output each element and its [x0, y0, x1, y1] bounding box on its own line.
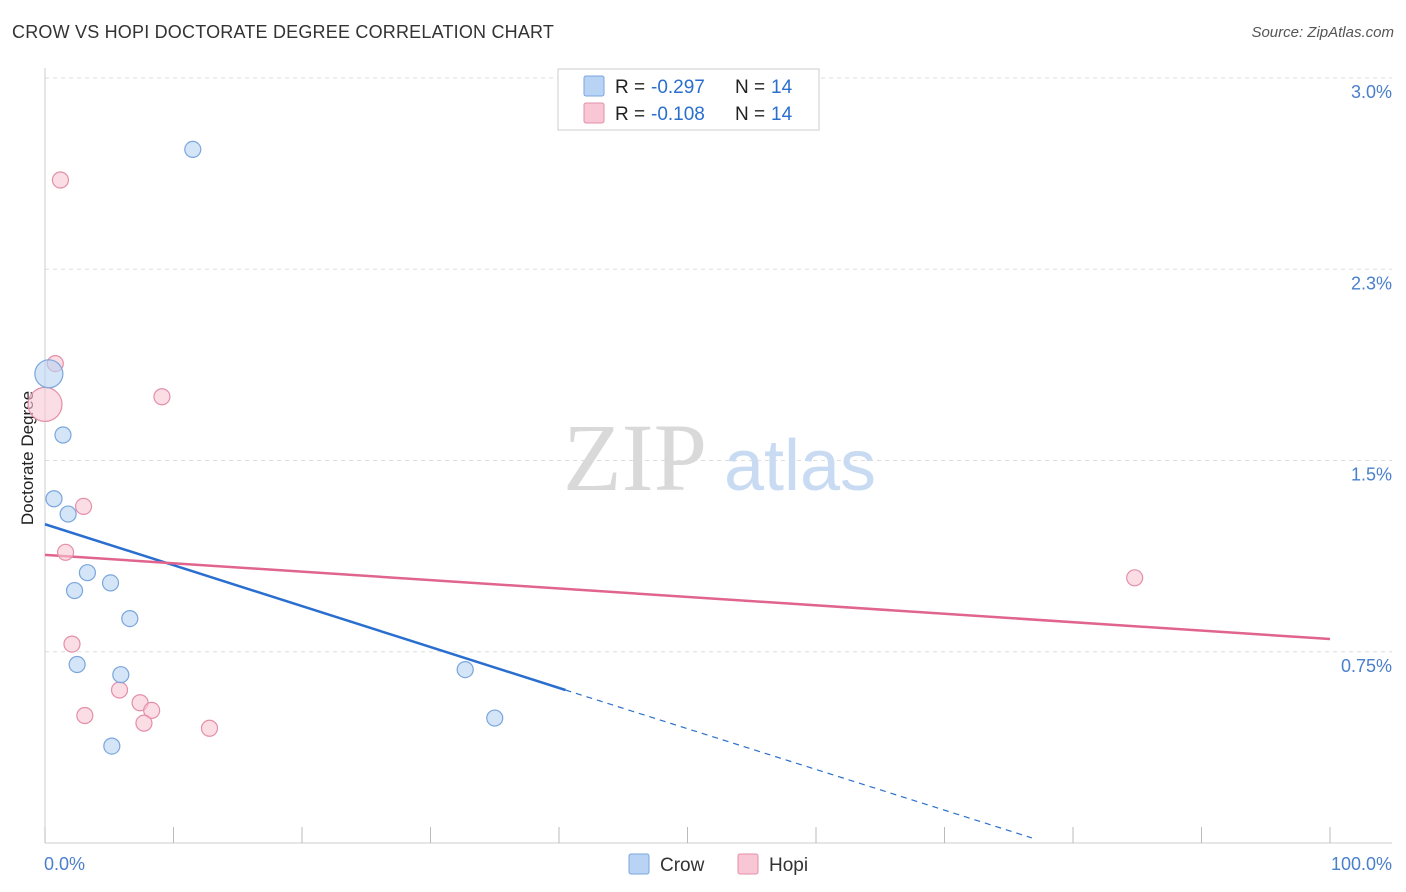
trend-line-crow [44, 523, 566, 692]
data-point-crow [103, 737, 121, 755]
axes [44, 68, 1392, 844]
data-point-hopi [56, 543, 75, 561]
data-point-crow [78, 564, 97, 582]
data-point-hopi [110, 681, 129, 699]
bottom-legend-swatch-crow [628, 853, 650, 875]
source-label: Source: ZipAtlas.com [1251, 24, 1394, 41]
x-tick-label-min: 0.0% [44, 854, 85, 874]
data-point-crow [54, 426, 72, 444]
legend-n-value-hopi: 14 [771, 104, 793, 125]
bottom-legend: Crow Hopi [628, 853, 808, 876]
data-point-crow [68, 655, 86, 674]
bottom-legend-label-hopi: Hopi [769, 855, 808, 876]
data-point-crow [101, 574, 120, 592]
data-point-hopi [74, 497, 93, 515]
data-point-hopi [153, 388, 171, 406]
data-point-crow [65, 581, 84, 600]
legend-n-label-hopi: N = [735, 104, 765, 125]
legend-r-value-crow: -0.297 [651, 77, 705, 98]
data-point-hopi [51, 171, 70, 189]
data-point-crow [121, 609, 139, 628]
y-tick-label: 0.75% [1341, 656, 1392, 676]
legend-swatch-crow [583, 75, 605, 97]
tick-labels: 0.75% 1.5% 2.3% 3.0% 0.0% 100.0% [44, 82, 1392, 874]
grid-lines [45, 77, 1392, 653]
legend-r-value-hopi: -0.108 [651, 104, 705, 125]
data-point-hopi [143, 701, 161, 720]
legend: R = -0.297 N = 14 R = -0.108 N = 14 [557, 68, 820, 131]
y-tick-label: 1.5% [1351, 465, 1392, 485]
legend-n-value-crow: 14 [771, 77, 793, 98]
y-tick-label: 3.0% [1351, 82, 1392, 102]
data-point-crow [112, 666, 130, 684]
watermark-atlas: atlas [724, 426, 876, 506]
trend-line-crow-extension [565, 689, 1033, 839]
bottom-legend-label-crow: Crow [660, 855, 705, 876]
data-point-hopi [200, 719, 219, 737]
data-point-crow [45, 490, 63, 508]
data-point-crow [184, 140, 202, 158]
chart-title: CROW VS HOPI DOCTORATE DEGREE CORRELATIO… [12, 22, 555, 42]
bottom-legend-swatch-hopi [737, 853, 759, 875]
legend-r-label-hopi: R = [615, 104, 645, 125]
data-point-hopi [1126, 569, 1144, 587]
watermark: ZIP atlas [563, 404, 876, 511]
legend-n-label-crow: N = [735, 77, 765, 98]
data-point-hopi [76, 706, 94, 725]
data-point-hopi [135, 714, 153, 732]
data-point-crow [34, 359, 64, 389]
watermark-zip: ZIP [563, 404, 707, 511]
data-point-crow [486, 709, 504, 727]
data-points [27, 140, 1144, 755]
data-point-hopi [63, 635, 81, 653]
x-tick-label-max: 100.0% [1331, 854, 1392, 874]
trend-line-hopi [44, 553, 1331, 641]
trend-lines [44, 523, 1331, 839]
data-point-crow [456, 660, 474, 679]
data-point-crow [59, 505, 77, 523]
legend-r-label-crow: R = [615, 77, 645, 98]
y-tick-label: 2.3% [1351, 273, 1392, 293]
data-point-hopi [27, 386, 63, 422]
legend-swatch-hopi [583, 102, 605, 124]
